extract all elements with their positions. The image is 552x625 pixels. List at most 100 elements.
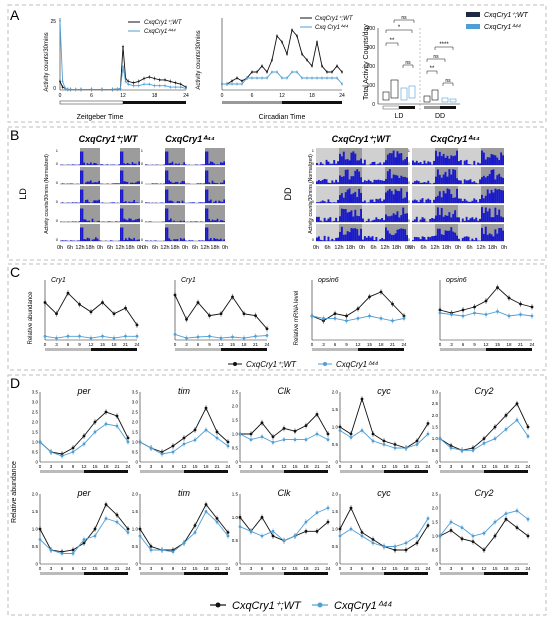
chart-c3-point — [357, 307, 360, 310]
actogram-xtick: 0h — [97, 245, 103, 251]
actogram-bar — [150, 221, 152, 222]
chart-d7-point — [139, 528, 142, 531]
actogram-bar — [381, 180, 383, 184]
actogram-bar — [462, 201, 464, 203]
a1-point — [119, 88, 121, 90]
chart-c2-point — [208, 314, 211, 317]
actogram-bar — [445, 158, 447, 165]
b-title-dd-mut: CxqCry1ᐞ⁴⁴ — [430, 134, 480, 144]
actogram-bar — [316, 217, 318, 222]
actogram-bar — [322, 180, 324, 184]
chart-d10-dark-bar — [484, 572, 528, 575]
actogram-bar — [170, 201, 172, 203]
actogram-bar — [70, 183, 72, 184]
a2-xtick: 18 — [309, 93, 315, 99]
a1-point — [180, 86, 182, 88]
a2-point — [341, 71, 343, 73]
chart-c3-light-bar — [312, 348, 358, 351]
actogram-bar — [475, 238, 477, 241]
actogram-bar — [356, 229, 358, 241]
chart-d3-point — [272, 435, 275, 438]
chart-d8-ytick: 1.0 — [232, 515, 239, 520]
a3-box-ld-mut-1 — [401, 88, 407, 100]
actogram-xtick: 0h — [57, 245, 63, 251]
chart-c3-point — [311, 315, 314, 318]
actogram-bar — [88, 202, 90, 203]
chart-d1-xtick: 9 — [72, 464, 75, 469]
actogram-bar — [337, 221, 339, 222]
actogram-bar — [456, 217, 458, 222]
actogram-bar — [362, 202, 364, 203]
chart-d8-dark-bar — [284, 572, 328, 575]
actogram-bar — [322, 164, 324, 165]
chart-d3-point — [272, 441, 275, 444]
chart-d6-point — [127, 531, 130, 534]
actogram-bar — [339, 216, 341, 222]
a1-point — [62, 86, 64, 88]
chart-d2-point — [183, 437, 186, 440]
actogram-bar — [127, 240, 129, 241]
chart-d7-point — [161, 549, 164, 552]
chart-d3-xtick: 0 — [239, 464, 242, 469]
actogram-bar — [170, 218, 172, 222]
actogram-bar — [92, 183, 94, 184]
actogram-bar — [88, 238, 90, 241]
chart-d1-point — [105, 423, 108, 426]
actogram-bar — [80, 209, 82, 223]
chart-d1-ytick: 2.0 — [32, 420, 39, 425]
actogram-bar — [112, 202, 114, 203]
chart-d10-title: Cry2 — [474, 488, 493, 498]
actogram-bar — [483, 234, 485, 241]
actogram-bar — [487, 157, 489, 165]
actogram-bar — [489, 157, 491, 165]
actogram-bar — [122, 171, 124, 185]
actogram-bar — [441, 208, 443, 222]
chart-d10-point — [505, 512, 508, 515]
chart-d2-ytick: 1.5 — [132, 430, 139, 435]
chart-d8-point — [294, 535, 297, 538]
chart-d3-light-bar — [240, 470, 284, 473]
actogram-bar — [479, 219, 481, 222]
chart-d5-point — [439, 437, 442, 440]
actogram-bar — [395, 157, 397, 165]
actogram-bar — [97, 221, 99, 222]
actogram-bar — [113, 164, 115, 165]
actogram-bar — [398, 229, 400, 241]
chart-d3-point — [283, 438, 286, 441]
chart-d8-point — [250, 530, 253, 533]
chart-c4-point — [519, 303, 522, 306]
actogram-ytick: 0 — [56, 218, 59, 223]
chart-d3-title: Clk — [278, 386, 291, 396]
actogram-bar — [414, 219, 416, 222]
actogram-bar — [195, 221, 197, 222]
actogram-bar — [493, 155, 495, 165]
chart-c4-dark-bar — [486, 348, 532, 351]
chart-d6-point — [39, 538, 42, 541]
actogram-bar — [447, 177, 449, 184]
actogram-bar — [349, 160, 351, 165]
a2-point — [266, 77, 268, 79]
actogram-bar — [464, 221, 466, 222]
actogram-bar — [454, 170, 456, 184]
actogram-bar — [458, 161, 460, 165]
actogram-bar — [324, 218, 326, 222]
a1-point — [175, 82, 177, 84]
a3-sig-6: ns — [433, 54, 439, 60]
actogram-bar — [172, 162, 174, 165]
actogram-bar — [207, 171, 209, 185]
chart-c4-point — [485, 313, 488, 316]
actogram-ytick: 0 — [141, 161, 144, 166]
chart-d8-xtick: 21 — [314, 566, 320, 571]
actogram-xtick: 12h — [430, 245, 439, 251]
actogram-bar — [385, 179, 387, 184]
actogram-bar — [343, 235, 345, 241]
chart-d10-ytick: 1.5 — [432, 520, 439, 525]
chart-d3-ytick: 1.0 — [232, 432, 239, 437]
actogram-bar — [387, 231, 389, 241]
actogram-bar — [223, 199, 225, 203]
actogram-xtick: 6h — [324, 245, 330, 251]
chart-d3-point — [316, 433, 319, 436]
actogram-bar — [118, 183, 120, 184]
actogram-bar — [450, 194, 452, 203]
